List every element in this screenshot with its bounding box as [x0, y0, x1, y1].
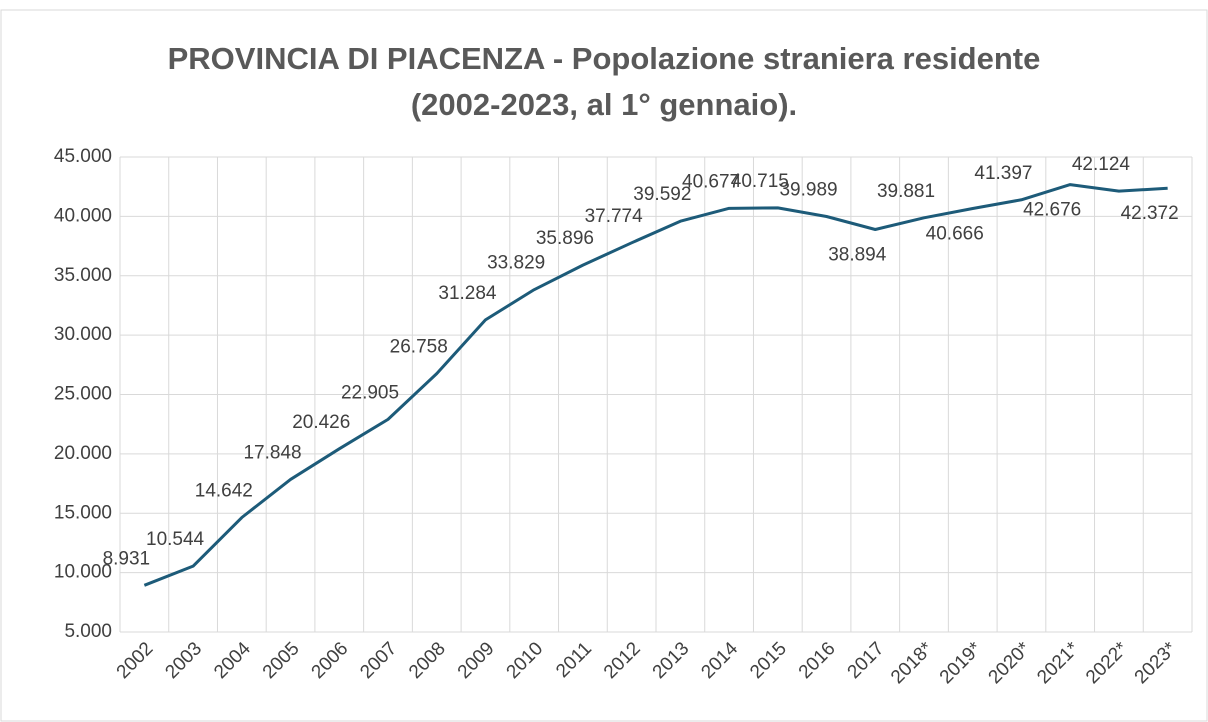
data-label: 40.715 [731, 171, 789, 192]
y-tick-label: 10.000 [54, 562, 112, 583]
data-label: 40.677 [682, 171, 740, 192]
data-label: 42.676 [1023, 200, 1081, 221]
data-label: 14.642 [195, 481, 253, 502]
y-tick-label: 15.000 [54, 502, 112, 523]
data-label: 39.989 [779, 180, 837, 201]
data-label: 42.124 [1072, 154, 1131, 175]
data-label: 39.592 [633, 184, 691, 205]
data-label: 8.931 [103, 548, 151, 569]
y-tick-label: 40.000 [54, 205, 112, 226]
data-label: 26.758 [390, 337, 448, 358]
y-tick-label: 45.000 [54, 146, 112, 167]
data-label: 35.896 [536, 228, 594, 249]
data-label: 31.284 [438, 283, 497, 304]
data-label: 33.829 [487, 253, 545, 274]
data-line [143, 183, 1168, 587]
y-tick-label: 35.000 [54, 265, 112, 286]
y-tick-label: 25.000 [54, 384, 112, 405]
data-label: 39.881 [877, 181, 935, 202]
data-label: 20.426 [292, 412, 350, 433]
data-label: 42.372 [1121, 203, 1179, 224]
y-tick-label: 30.000 [54, 324, 112, 345]
data-label: 40.666 [926, 223, 984, 244]
chart-title: PROVINCIA DI PIACENZA - Popolazione stra… [167, 41, 1041, 122]
data-label: 37.774 [585, 206, 644, 227]
y-tick-label: 5.000 [64, 621, 112, 642]
chart-frame [0, 9, 1208, 722]
data-label: 17.848 [243, 442, 301, 463]
data-label: 10.544 [146, 529, 205, 550]
data-label: 38.894 [828, 245, 887, 266]
data-label: 41.397 [974, 163, 1032, 184]
y-tick-label: 20.000 [54, 443, 112, 464]
data-label: 22.905 [341, 382, 399, 403]
